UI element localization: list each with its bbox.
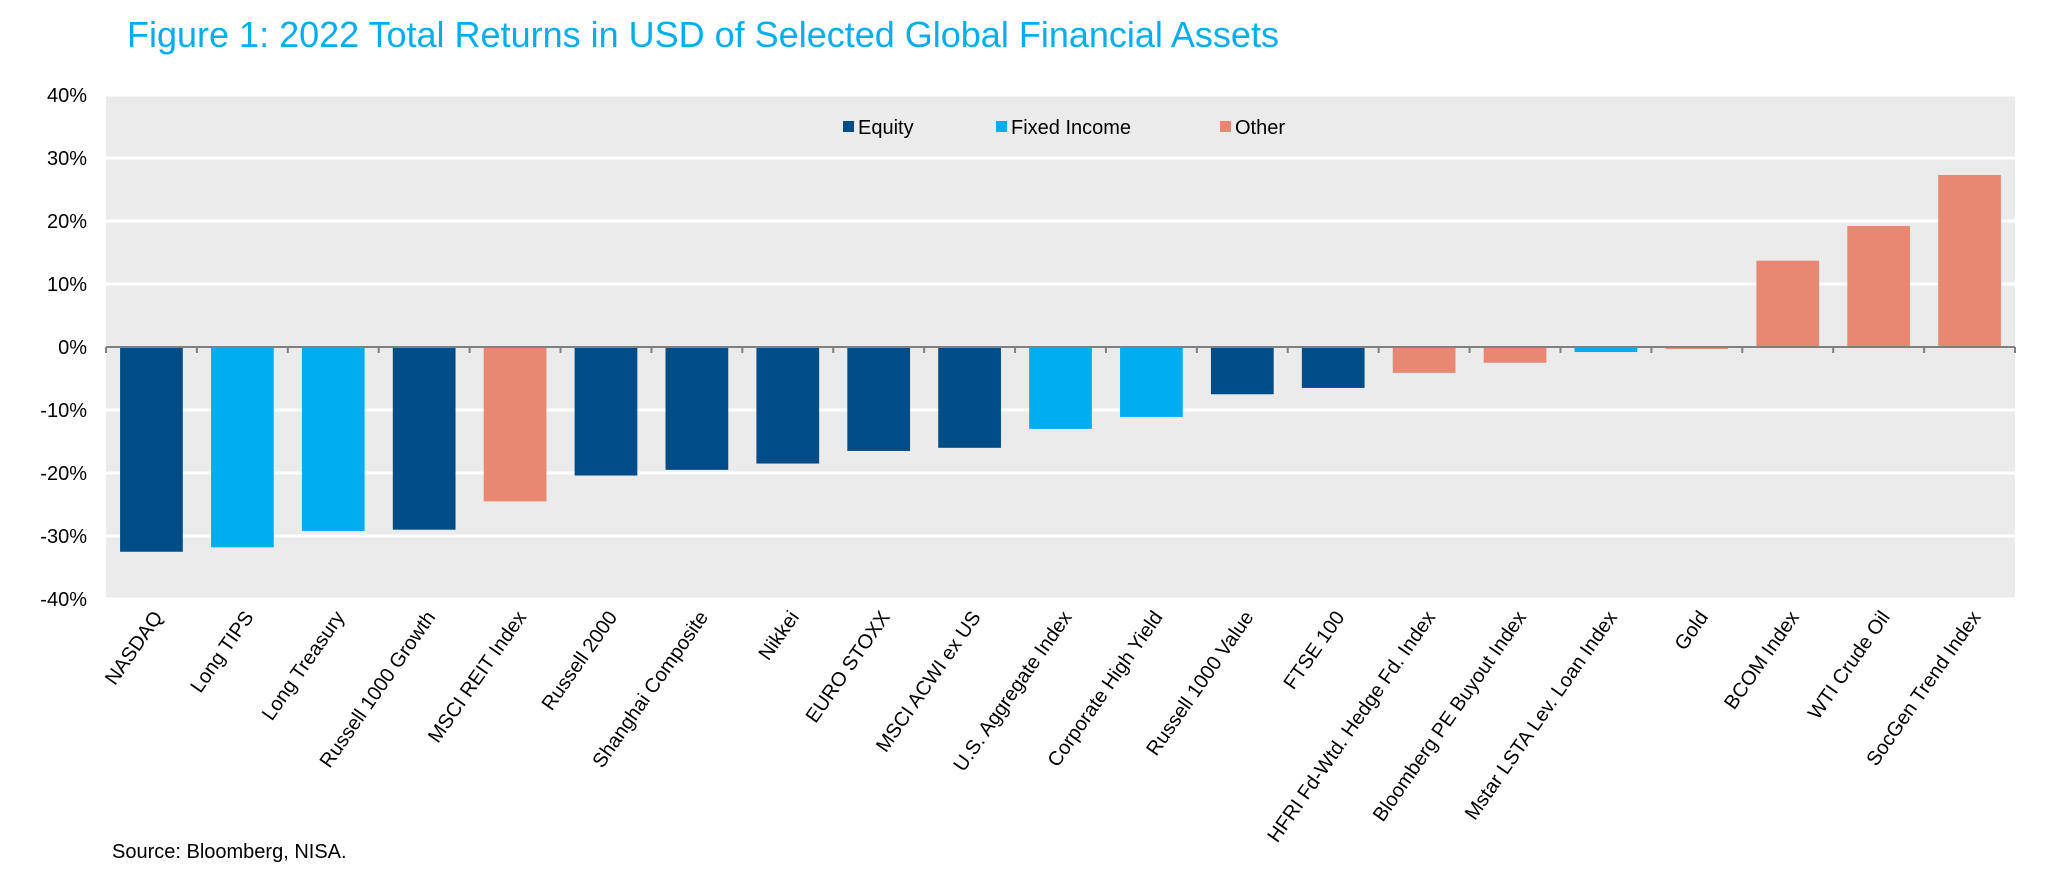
bar-msci-reit-index xyxy=(483,347,547,502)
x-tick-label: EURO STOXX xyxy=(802,607,895,727)
y-tick-label: 40% xyxy=(47,85,87,107)
y-tick-label: -10% xyxy=(40,400,87,422)
bar-mstar-lsta-lev-loan-index xyxy=(1574,347,1638,353)
bar-u-s-aggregate-index xyxy=(1029,347,1092,429)
bar-russell-2000 xyxy=(574,347,638,476)
legend-swatch xyxy=(843,121,854,132)
legend-label: Equity xyxy=(858,117,914,139)
x-tick-label: MSCI REIT Index xyxy=(424,607,531,747)
bar-euro-stoxx xyxy=(847,347,911,451)
legend-swatch xyxy=(1220,121,1231,132)
y-tick-label: 20% xyxy=(47,211,87,233)
y-axis-labels: 40% 30% 20% 10% 0% -10% -20% -30% -40% xyxy=(40,85,87,611)
bar-bcom-index xyxy=(1756,260,1820,347)
bar-russell-1000-growth xyxy=(392,347,456,530)
x-tick-label: Gold xyxy=(1671,607,1713,654)
x-tick-label: Long TIPS xyxy=(186,607,258,697)
x-tick-label: FTSE 100 xyxy=(1280,607,1350,693)
source-note: Source: Bloomberg, NISA. xyxy=(112,841,347,863)
bar-shanghai-composite xyxy=(665,347,729,470)
bar-nasdaq xyxy=(120,347,183,552)
y-tick-label: 30% xyxy=(47,148,87,170)
bar-long-treasury xyxy=(301,347,365,531)
x-tick-label: BCOM Index xyxy=(1720,607,1804,713)
legend: Equity Fixed Income Other xyxy=(843,117,1285,139)
y-tick-label: -40% xyxy=(40,589,87,611)
y-tick-label: -30% xyxy=(40,526,87,548)
x-ticks xyxy=(105,347,2016,353)
x-tick-label: Russell 2000 xyxy=(538,607,622,714)
bars xyxy=(120,175,2001,552)
legend-label: Fixed Income xyxy=(1011,117,1131,139)
x-tick-label: Long Treasury xyxy=(258,607,349,724)
bar-bloomberg-pe-buyout-index xyxy=(1483,347,1547,363)
legend-label: Other xyxy=(1235,117,1285,139)
bar-corporate-high-yield xyxy=(1120,347,1183,417)
y-tick-label: 0% xyxy=(58,337,87,359)
bar-nikkei xyxy=(756,347,820,464)
bar-russell-1000-value xyxy=(1210,347,1274,395)
bar-msci-acwi-ex-us xyxy=(938,347,1001,448)
x-tick-label: WTI Crude Oil xyxy=(1804,607,1895,723)
x-tick-label: Mstar LSTA Lev. Loan Index xyxy=(1461,607,1622,824)
x-tick-label: Nikkei xyxy=(755,607,804,664)
y-tick-label: 10% xyxy=(47,274,87,296)
x-tick-label: NASDAQ xyxy=(101,607,167,689)
bar-hfri-fd-wtd-hedge-fd-index xyxy=(1392,347,1456,373)
y-tick-label: -20% xyxy=(40,463,87,485)
x-tick-label: Bloomberg PE Buyout Index xyxy=(1369,607,1531,825)
bar-long-tips xyxy=(210,347,274,548)
legend-swatch xyxy=(996,121,1007,132)
x-tick-label: HFRI Fd-Wtd. Hedge Fd. Index xyxy=(1263,607,1440,846)
bar-socgen-trend-index xyxy=(1938,175,2001,347)
bar-ftse-100 xyxy=(1301,347,1365,388)
chart-title: Figure 1: 2022 Total Returns in USD of S… xyxy=(127,14,1279,55)
bar-wti-crude-oil xyxy=(1847,226,1911,347)
